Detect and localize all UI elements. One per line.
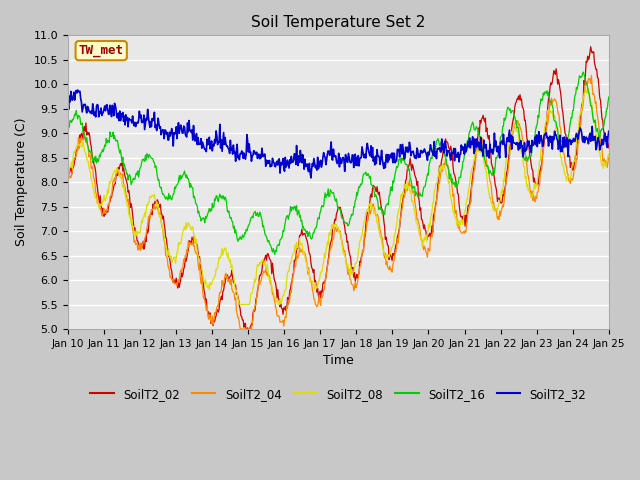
- Line: SoilT2_32: SoilT2_32: [68, 90, 609, 178]
- Legend: SoilT2_02, SoilT2_04, SoilT2_08, SoilT2_16, SoilT2_32: SoilT2_02, SoilT2_04, SoilT2_08, SoilT2_…: [86, 383, 591, 405]
- SoilT2_02: [184, 247, 192, 253]
- SoilT2_16: [405, 165, 413, 170]
- SoilT2_32: [75, 89, 83, 95]
- X-axis label: Time: Time: [323, 354, 354, 367]
- Line: SoilT2_16: SoilT2_16: [68, 72, 609, 254]
- SoilT2_16: [129, 176, 137, 181]
- SoilT2_04: [129, 231, 137, 237]
- SoilT2_32: [131, 123, 138, 129]
- SoilT2_16: [64, 128, 72, 133]
- SoilT2_02: [420, 222, 428, 228]
- SoilT2_16: [271, 252, 278, 257]
- SoilT2_02: [213, 307, 221, 313]
- SoilT2_04: [213, 304, 221, 310]
- SoilT2_08: [64, 172, 72, 178]
- SoilT2_04: [420, 243, 428, 249]
- Line: SoilT2_02: SoilT2_02: [68, 47, 609, 334]
- Line: SoilT2_08: SoilT2_08: [68, 88, 609, 304]
- SoilT2_08: [605, 151, 612, 157]
- SoilT2_04: [237, 326, 244, 332]
- SoilT2_02: [74, 145, 81, 151]
- SoilT2_32: [74, 87, 81, 93]
- SoilT2_08: [236, 301, 244, 307]
- SoilT2_16: [605, 94, 612, 100]
- SoilT2_32: [406, 139, 413, 145]
- SoilT2_08: [184, 220, 192, 226]
- SoilT2_32: [421, 149, 429, 155]
- SoilT2_02: [587, 44, 595, 49]
- SoilT2_04: [588, 72, 595, 78]
- SoilT2_08: [74, 141, 81, 147]
- SoilT2_08: [129, 223, 137, 229]
- SoilT2_16: [184, 176, 192, 181]
- SoilT2_32: [185, 118, 193, 123]
- SoilT2_02: [605, 145, 612, 151]
- Text: TW_met: TW_met: [79, 44, 124, 57]
- Y-axis label: Soil Temperature (C): Soil Temperature (C): [15, 118, 28, 246]
- SoilT2_08: [584, 85, 592, 91]
- SoilT2_16: [579, 69, 587, 75]
- SoilT2_04: [184, 239, 192, 245]
- SoilT2_16: [74, 116, 81, 122]
- SoilT2_02: [129, 220, 137, 226]
- SoilT2_08: [420, 234, 428, 240]
- SoilT2_16: [420, 184, 428, 190]
- SoilT2_04: [64, 177, 72, 182]
- SoilT2_32: [307, 175, 315, 181]
- SoilT2_02: [405, 163, 413, 169]
- SoilT2_32: [605, 129, 612, 134]
- SoilT2_08: [405, 184, 413, 190]
- SoilT2_02: [243, 331, 250, 337]
- SoilT2_02: [64, 167, 72, 172]
- SoilT2_08: [213, 266, 221, 272]
- Title: Soil Temperature Set 2: Soil Temperature Set 2: [251, 15, 426, 30]
- SoilT2_16: [213, 193, 221, 199]
- SoilT2_04: [74, 147, 81, 153]
- SoilT2_04: [405, 182, 413, 188]
- SoilT2_04: [605, 155, 612, 160]
- SoilT2_32: [64, 99, 72, 105]
- Line: SoilT2_04: SoilT2_04: [68, 75, 609, 329]
- SoilT2_32: [214, 142, 221, 147]
